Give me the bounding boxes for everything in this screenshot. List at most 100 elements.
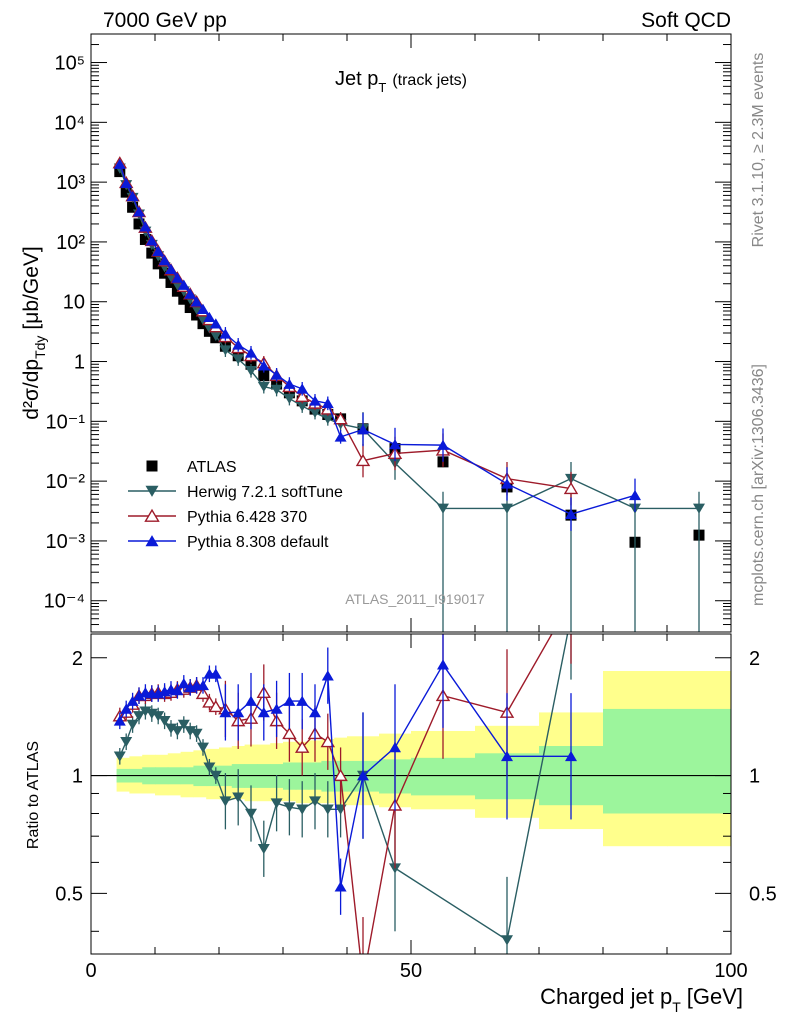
data-point: [232, 354, 245, 365]
ratio-point: [177, 677, 190, 689]
legend-label: Pythia 6.428 370: [187, 509, 307, 526]
legend-label: Pythia 8.308 default: [187, 534, 329, 551]
ratio-point: [389, 863, 401, 874]
y-tick-label: 10⁴: [54, 112, 85, 134]
data-point: [257, 360, 270, 371]
y-tick-label: 10⁻⁴: [44, 591, 85, 613]
ratio-point: [270, 798, 283, 809]
data-point: [113, 158, 126, 169]
ratio-point: [120, 703, 133, 714]
data-point: [334, 431, 347, 442]
ratio-point: [126, 695, 139, 706]
data-point: [437, 439, 449, 450]
data-point: [120, 186, 132, 198]
x-tick-label: 50: [400, 960, 422, 982]
y-axis-label: d²σ/dpTdy[μb/GeV]: [20, 246, 48, 419]
data-point: [270, 384, 283, 395]
data-point: [357, 424, 369, 435]
data-point: [146, 247, 158, 259]
data-point: [126, 190, 139, 202]
ratio-point: [283, 695, 296, 706]
main-panel: 10⁻⁴ 10⁻³ 10⁻² 10⁻¹ 1 10 10² 10³ 10⁴ 10⁵ Jet pT (t…: [20, 33, 732, 633]
data-point: [139, 221, 152, 232]
ratio-point: [133, 711, 145, 722]
x-tick-label: 100: [714, 960, 747, 982]
legend-entry: Pythia 8.308 default: [128, 534, 329, 551]
data-point: [171, 272, 184, 283]
ratio-point: [257, 843, 270, 855]
data-point: [437, 503, 449, 514]
ratio-point: [219, 796, 232, 807]
ratio-point: [126, 719, 139, 730]
y-tick-label: 2: [72, 648, 83, 670]
y-tick-label: 10³: [56, 172, 85, 194]
process-label: Soft QCD: [641, 9, 731, 32]
data-point: [190, 296, 203, 307]
ratio-point: [190, 728, 203, 740]
data-point: [563, 481, 579, 495]
ratio-point: [202, 695, 217, 708]
ratio-point: [270, 703, 283, 714]
data-point: [120, 177, 133, 188]
data-point: [209, 318, 222, 329]
legend-marker: [144, 508, 160, 522]
data-point: [133, 206, 145, 217]
ratio-point: [257, 707, 270, 718]
ratio-point: [209, 668, 222, 679]
ratio-point: [113, 715, 126, 726]
ratio-point: [389, 742, 401, 753]
legend-label: ATLAS: [187, 459, 237, 476]
ratio-point: [321, 804, 334, 815]
y-tick-label: 10⁻³: [46, 531, 86, 553]
data-point: [152, 245, 165, 256]
ratio-point: [152, 711, 165, 722]
uncertainty-band-inner: [603, 708, 668, 814]
ratio-series-2: [113, 634, 577, 915]
ratio-point: [158, 716, 171, 727]
legend-label: Herwig 7.2.1 softTune: [187, 484, 343, 501]
ratio-point: [501, 750, 513, 762]
data-point: [177, 279, 190, 290]
ratio-point: [232, 792, 245, 803]
rivet-label: Rivet 3.1.10, ≥ 2.3M events: [750, 53, 767, 248]
legend: ATLAS Herwig 7.2.1 softTune Pythia 6.428 3…: [128, 459, 343, 551]
data-point: [159, 267, 171, 279]
ratio-point: [565, 750, 577, 762]
ratio-panel: 0 50 100 0.5 0.5 1 1 2 2 Ratio to ATLAS Charged …: [25, 633, 777, 1015]
ratio-point: [120, 736, 133, 748]
energy-label: 7000 GeV pp: [103, 9, 227, 32]
series-3: [113, 158, 641, 531]
data-point: [145, 235, 158, 246]
y-tick-label: 0.5: [55, 883, 83, 905]
data-point: [693, 503, 705, 514]
data-point: [283, 378, 296, 389]
data-point: [309, 395, 321, 406]
data-point: [321, 414, 334, 425]
ratio-point: [197, 742, 209, 753]
series-2: [112, 156, 579, 506]
uncertainty-band-inner: [321, 760, 335, 792]
legend-entry: Pythia 6.428 370: [128, 508, 307, 526]
data-point: [152, 258, 164, 270]
legend-marker: [145, 485, 159, 497]
legend-entry: ATLAS: [146, 459, 237, 476]
ratio-point: [177, 719, 190, 730]
y-tick-label-right: 1: [749, 766, 760, 788]
ratio-point: [165, 723, 177, 734]
data-point: [270, 369, 283, 380]
y-tick-label: 10⁵: [54, 53, 85, 75]
ratio-point: [357, 770, 369, 781]
data-point: [565, 508, 577, 519]
ratio-point: [296, 804, 309, 815]
mcplots-label: mcplots.cern.ch [arXiv:1306.3436]: [750, 364, 767, 606]
x-tick-label: 0: [85, 960, 96, 982]
ratio-point: [321, 670, 334, 681]
ratio-point: [209, 770, 222, 781]
ratio-point: [334, 881, 347, 892]
ratio-point: [245, 695, 257, 706]
data-point: [127, 201, 139, 213]
data-point: [501, 503, 513, 514]
data-point: [257, 381, 270, 393]
ratio-point: [203, 762, 216, 773]
legend-marker: [146, 460, 158, 472]
